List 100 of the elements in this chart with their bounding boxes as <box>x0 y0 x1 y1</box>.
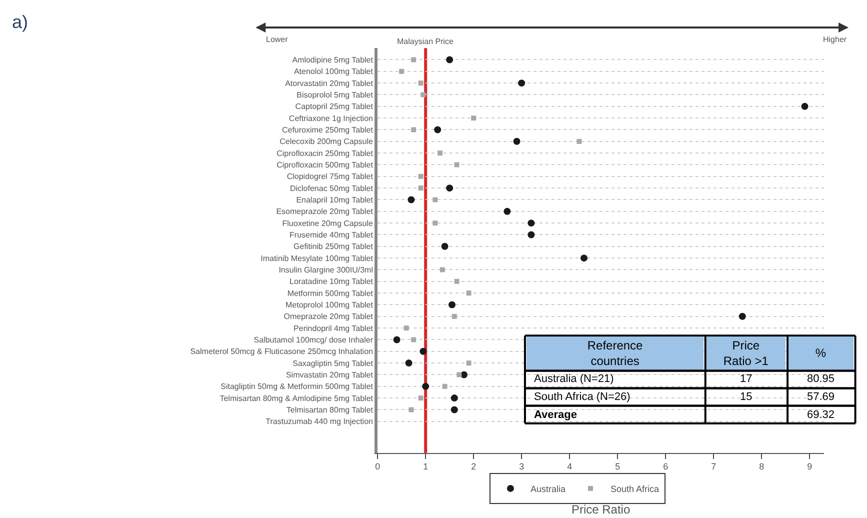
legend-label: Australia <box>530 484 566 494</box>
text: a) <box>12 12 28 32</box>
point <box>408 407 414 412</box>
y-tick-label: Omeprazole 20mg Tablet <box>284 312 374 322</box>
point <box>399 68 404 74</box>
x-tick-label: 6 <box>663 462 668 472</box>
y-tick-label: Fluoxetine 20mg Capsule <box>282 218 374 228</box>
y-tick-label: Cefuroxime 250mg Tablet <box>282 126 374 135</box>
y-tick-label: Ciprofloxacin 250mg Tablet <box>276 148 374 158</box>
x-tick-label: 9 <box>807 462 812 472</box>
point <box>438 150 442 156</box>
y-tick-label: Perindopril 4mg Tablet <box>294 324 374 333</box>
legend-label: South Africa <box>610 484 660 494</box>
annotation: Average <box>534 409 578 421</box>
y-tick-label: Frusemide 40mg Tablet <box>290 230 374 240</box>
point <box>420 348 427 355</box>
point <box>801 102 808 110</box>
point <box>408 196 415 204</box>
point <box>440 267 445 272</box>
y-tick-label: Ceftriaxone 1g Injection <box>288 114 373 123</box>
point <box>528 231 535 238</box>
x-tick-label: 7 <box>711 462 716 472</box>
point <box>448 301 456 308</box>
x-tick-label: 0 <box>375 462 380 472</box>
point <box>441 242 448 250</box>
point <box>471 116 476 121</box>
point <box>450 394 458 402</box>
y-tick-label: Saxagliptin 5mg Tablet <box>292 358 374 368</box>
point <box>434 126 442 134</box>
x-tick-label: 1 <box>423 462 428 472</box>
y-tick-label: Bisoprolol 5mg Tablet <box>296 90 374 100</box>
x-tick-label: 2 <box>471 462 476 472</box>
y-tick-label: Telmisartan 80mg Tablet <box>286 406 374 415</box>
y-tick-label: Imatinib Mesylate 100mg Tablet <box>260 254 374 263</box>
point <box>411 337 416 342</box>
point <box>580 254 588 262</box>
point <box>452 314 457 319</box>
x-axis-title: Price Ratio <box>571 502 630 517</box>
annotation: % <box>815 346 826 360</box>
point <box>456 372 462 378</box>
point <box>446 184 454 192</box>
y-tick-label: Atenolol 100mg Tablet <box>294 67 374 76</box>
y-tick-label: Insulin Glargine 300IU/3ml <box>278 266 374 275</box>
annotation: Australia (N=21) <box>534 373 614 385</box>
y-tick-label: Metformin 500mg Tablet <box>287 288 374 298</box>
x-tick-label: 4 <box>567 462 572 472</box>
y-tick-label: Atorvastatin 20mg Tablet <box>285 78 374 88</box>
y-tick-label: Gefitinib 250mg Tablet <box>294 242 374 252</box>
text: Lower <box>266 35 288 44</box>
y-tick-label: Clopidogrel 75mg Tablet <box>286 172 374 182</box>
annotation: Reference countries <box>587 338 644 368</box>
point <box>576 138 582 144</box>
point <box>432 197 438 202</box>
y-tick-label: Enalapril 10mg Tablet <box>296 196 374 205</box>
y-tick-label: Metoprolol 100mg Tablet <box>286 300 374 310</box>
y-tick-label: Salmeterol 50mcg & Fluticasone 250mcg Inhalation <box>190 347 373 356</box>
text: Higher <box>823 35 847 44</box>
y-tick-label: Salbutamol 100mcg/ dose Inhaler <box>254 336 374 345</box>
annotation: 57.69 <box>807 391 835 403</box>
point <box>404 326 409 331</box>
y-tick-label: Esomeprazole 20mg Tablet <box>276 207 374 216</box>
point <box>405 360 412 367</box>
y-tick-label: Simvastatin 20mg Tablet <box>286 370 374 380</box>
point <box>418 186 424 191</box>
x-tick-label: 5 <box>615 462 620 472</box>
table-header-cell: Price Ratio >1 <box>706 336 786 370</box>
y-tick-label: Trastuzumab 440 mg Injection <box>266 417 373 426</box>
point <box>454 278 460 284</box>
point <box>446 56 454 64</box>
point <box>518 80 526 87</box>
y-tick-label: Diclofenac 50mg Tablet <box>290 184 374 193</box>
y-tick-label: Captopril 25mg Tablet <box>295 102 374 112</box>
point <box>450 406 458 414</box>
point <box>513 138 520 145</box>
annotation: 80.95 <box>807 373 835 385</box>
point <box>418 174 424 179</box>
point <box>466 290 472 296</box>
annotation: 15 <box>740 391 752 403</box>
point <box>504 208 511 215</box>
y-tick-label: Amlodipine 5mg Tablet <box>292 56 374 65</box>
point <box>420 92 426 98</box>
y-tick-label: Celecoxib 200mg Capsule <box>280 137 374 146</box>
annotation: Price Ratio >1 <box>723 338 769 368</box>
y-tick-label: Sitagliptin 50mg & Metformin 500mg Tablet <box>220 382 374 392</box>
table-header-cell: % <box>788 336 854 370</box>
point <box>454 162 460 168</box>
point <box>393 336 400 344</box>
ref-line-label: Malaysian Price <box>397 37 454 46</box>
annotation: South Africa (N=26) <box>534 391 630 403</box>
point <box>411 127 416 132</box>
y-tick-label: Telmisartan 80mg & Amlodipine 5mg Tablet <box>220 394 374 403</box>
point <box>738 312 746 320</box>
x-tick-label: 3 <box>519 462 524 472</box>
point <box>418 80 424 86</box>
point <box>432 220 438 226</box>
y-tick-label: Loratadine 10mg Tablet <box>290 277 374 286</box>
y-tick-label: Ciprofloxacin 500mg Tablet <box>276 160 374 170</box>
table-header-cell: Reference countries <box>526 336 704 370</box>
point <box>466 360 472 366</box>
point <box>422 382 430 390</box>
